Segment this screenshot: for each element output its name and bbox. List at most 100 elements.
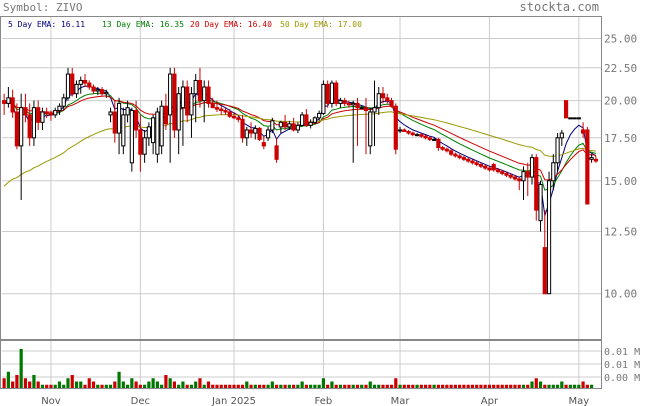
candle-body	[525, 171, 530, 178]
candle-body	[53, 110, 58, 116]
candle-body	[585, 129, 590, 205]
candle-body	[372, 107, 377, 113]
candle-body	[483, 165, 488, 169]
ema5-line	[3, 85, 597, 216]
candle-body	[159, 105, 164, 147]
volume-bar	[245, 381, 249, 388]
volume-bar	[206, 381, 211, 388]
volume-bar	[555, 384, 560, 388]
volume-bar	[406, 384, 411, 388]
volume-bar	[415, 384, 419, 388]
candle-body	[466, 158, 471, 162]
volume-bar	[300, 381, 304, 388]
candle-body	[168, 73, 173, 116]
date-tick-label: Jan 2025	[211, 396, 256, 406]
volume-bar	[11, 381, 15, 388]
volume-bar	[181, 381, 185, 388]
candle-body	[593, 158, 598, 162]
volume-bar	[2, 378, 6, 388]
volume-bar	[394, 378, 398, 388]
volume-tick-label: 0.01 M	[604, 347, 640, 358]
volume-bar	[564, 384, 568, 388]
candle-body	[125, 107, 130, 116]
volume-bar	[257, 384, 262, 388]
volume-bar	[368, 381, 372, 388]
volume-bar	[355, 384, 360, 388]
candle-body	[108, 111, 113, 116]
volume-bar	[334, 384, 338, 388]
candle-body	[283, 121, 288, 128]
candle-body	[334, 82, 339, 104]
candle-body	[180, 86, 186, 109]
candle-body	[36, 107, 41, 123]
candle-body	[304, 114, 309, 126]
candle-body	[270, 120, 275, 131]
volume-bar	[526, 384, 530, 388]
candle-body	[27, 114, 32, 139]
candle-body	[423, 135, 428, 139]
candle-body	[19, 107, 24, 147]
volume-bar	[53, 384, 57, 388]
volume-bar	[330, 381, 334, 388]
volume-bar	[372, 384, 377, 388]
candle-body	[402, 129, 407, 133]
candle-body	[104, 91, 109, 95]
candle-body	[257, 127, 262, 140]
candle-body	[491, 164, 496, 171]
candle-body	[363, 107, 369, 112]
volume-bar	[15, 375, 19, 388]
volume-bar	[534, 378, 538, 388]
candle-body	[436, 138, 441, 149]
volume-bar	[172, 381, 177, 388]
volume-panel-frame	[0, 340, 602, 389]
candle-body	[87, 82, 92, 88]
candle-body	[155, 111, 160, 155]
candle-body	[308, 121, 313, 126]
candle-body	[65, 73, 71, 99]
volume-bar	[104, 384, 108, 388]
legend-ema20: 20 Day EMA: 16.40	[190, 20, 272, 29]
volume-bar	[296, 384, 300, 388]
volume-bar	[240, 384, 245, 388]
volume-bar	[504, 384, 509, 388]
candle-body	[112, 111, 117, 134]
volume-bar	[419, 384, 423, 388]
date-tick-label: May	[568, 396, 589, 406]
candle-body	[581, 129, 586, 134]
volume-bar	[138, 384, 142, 388]
candle-body	[329, 82, 335, 104]
candle-body	[193, 79, 198, 95]
volume-bar	[479, 384, 483, 388]
candle-body	[48, 112, 54, 116]
candle-body	[312, 117, 317, 123]
candle-body	[449, 150, 454, 155]
candle-body	[142, 137, 147, 155]
legend-ema13: 13 Day EMA: 16.35	[102, 20, 184, 29]
volume-bar	[266, 384, 270, 388]
candle-body	[568, 117, 573, 120]
candle-body	[457, 155, 462, 159]
candle-body	[432, 138, 437, 141]
candle-body	[546, 180, 552, 295]
volume-bar	[79, 381, 83, 388]
volume-bar	[160, 384, 164, 388]
candle-body	[274, 145, 279, 160]
volume-bar	[177, 384, 181, 388]
volume-bar	[292, 384, 296, 388]
volume-bar	[402, 384, 406, 388]
candle-body	[338, 100, 343, 104]
candle-body	[261, 142, 266, 147]
volume-bar	[560, 381, 564, 388]
volume-bar	[483, 384, 487, 388]
candle-body	[253, 127, 258, 134]
volume-bar	[185, 384, 189, 388]
candle-body	[172, 73, 177, 131]
candle-body	[223, 110, 228, 113]
volume-bar	[385, 384, 389, 388]
volume-bar	[147, 381, 151, 388]
candle-body	[517, 178, 522, 182]
volume-bar	[155, 381, 159, 388]
volume-tick-label: 0.01 M	[604, 360, 640, 371]
volume-bar	[487, 384, 492, 388]
